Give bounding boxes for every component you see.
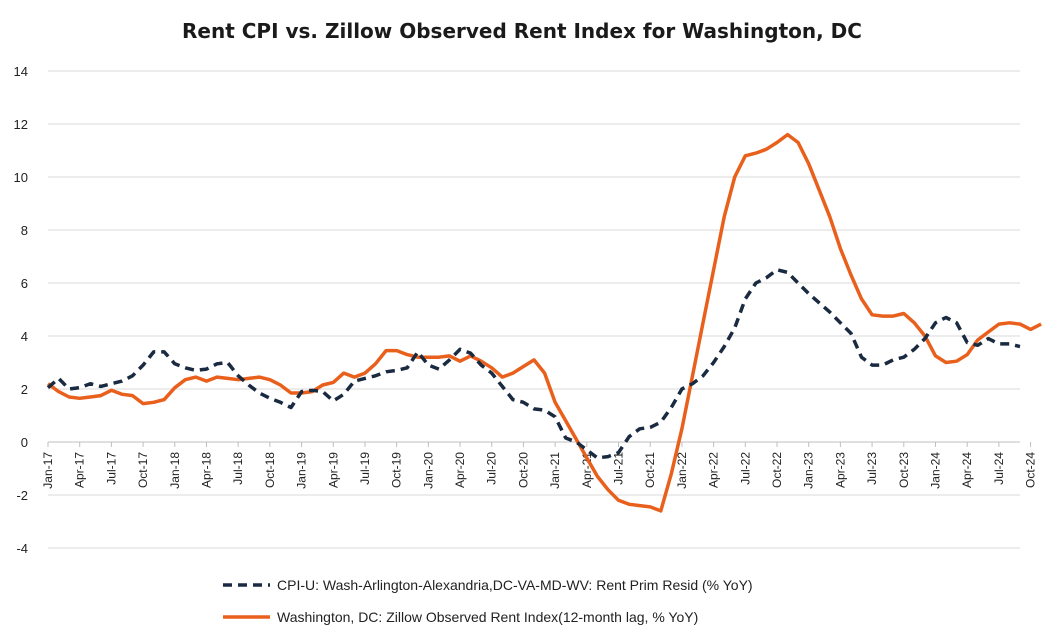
x-tick-label: Jul-19 xyxy=(358,452,372,485)
x-tick-label: Oct-17 xyxy=(136,452,150,488)
x-tick-label: Apr-22 xyxy=(707,452,721,488)
x-tick-label: Jan-24 xyxy=(928,452,942,489)
y-tick-label: 8 xyxy=(21,223,28,238)
x-tick-label: Apr-24 xyxy=(960,452,974,488)
y-tick-label: 2 xyxy=(21,382,28,397)
x-tick-label: Jan-22 xyxy=(675,452,689,489)
y-tick-label: 6 xyxy=(21,276,28,291)
chart-title: Rent CPI vs. Zillow Observed Rent Index … xyxy=(182,19,862,43)
x-tick-label: Apr-17 xyxy=(73,452,87,488)
y-tick-label: 4 xyxy=(21,329,28,344)
x-tick-label: Jul-21 xyxy=(612,452,626,485)
y-tick-label: 0 xyxy=(21,435,28,450)
x-tick-label: Jan-20 xyxy=(421,452,435,489)
x-tick-label: Oct-23 xyxy=(897,452,911,488)
x-tick-label: Oct-24 xyxy=(1024,452,1038,488)
x-tick-label: Jul-17 xyxy=(104,452,118,485)
x-tick-label: Jul-22 xyxy=(738,452,752,485)
x-tick-label: Oct-21 xyxy=(643,452,657,488)
y-tick-label: 14 xyxy=(14,64,28,79)
x-tick-label: Oct-18 xyxy=(263,452,277,488)
x-tick-label: Jul-24 xyxy=(992,452,1006,485)
x-tick-label: Jul-20 xyxy=(485,452,499,485)
series-line-zillow xyxy=(46,132,1042,513)
x-tick-label: Apr-20 xyxy=(453,452,467,488)
x-tick-label: Jul-18 xyxy=(231,452,245,485)
x-tick-label: Jan-19 xyxy=(295,452,309,489)
y-tick-label: 10 xyxy=(14,170,28,185)
series-line-cpi xyxy=(46,268,1021,460)
x-tick-label: Oct-20 xyxy=(516,452,530,488)
y-axis-ticks: -4 -2 0 2 4 6 8 10 12 14 xyxy=(14,64,28,556)
x-tick-label: Jan-17 xyxy=(41,452,55,489)
x-tick-label: Apr-19 xyxy=(326,452,340,488)
legend-label-cpi: CPI-U: Wash-Arlington-Alexandria,DC-VA-M… xyxy=(277,577,753,593)
x-tick-label: Oct-19 xyxy=(390,452,404,488)
x-tick-label: Jan-21 xyxy=(548,452,562,489)
x-tick-label: Apr-18 xyxy=(199,452,213,488)
grid-layer xyxy=(48,70,1020,549)
y-tick-label: 12 xyxy=(14,117,28,132)
x-tick-label: Jan-23 xyxy=(802,452,816,489)
legend-label-zillow: Washington, DC: Zillow Observed Rent Ind… xyxy=(277,609,698,625)
y-tick-label: -4 xyxy=(16,541,28,556)
legend: CPI-U: Wash-Arlington-Alexandria,DC-VA-M… xyxy=(223,577,753,625)
x-axis-ticks: Jan-17 Apr-17 Jul-17 Oct-17 Jan-18 Apr-18 Jul-… xyxy=(41,442,1038,489)
x-tick-label: Apr-23 xyxy=(833,452,847,488)
x-tick-label: Oct-22 xyxy=(770,452,784,488)
series-layer xyxy=(46,132,1042,513)
y-tick-label: -2 xyxy=(16,488,28,503)
x-tick-label: Jul-23 xyxy=(865,452,879,485)
x-tick-label: Jan-18 xyxy=(168,452,182,489)
